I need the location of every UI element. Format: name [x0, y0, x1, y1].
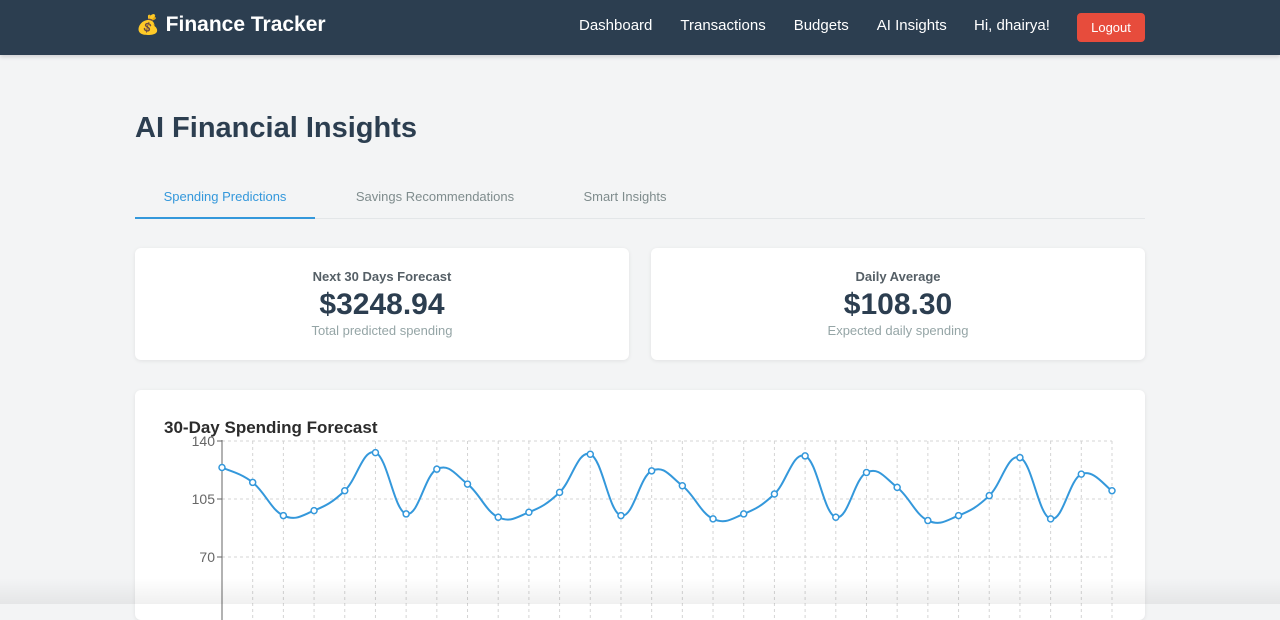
forecast-card: Next 30 Days Forecast $3248.94 Total pre…: [135, 248, 629, 360]
tab-smart-insights[interactable]: Smart Insights: [583, 189, 667, 204]
forecast-data-point: [494, 513, 502, 521]
logout-button[interactable]: Logout: [1077, 13, 1145, 42]
forecast-subtitle: Total predicted spending: [311, 323, 453, 338]
nav-dashboard[interactable]: Dashboard: [579, 17, 653, 34]
forecast-data-point: [985, 491, 993, 500]
money-bag-icon: 💰: [136, 15, 160, 36]
forecast-data-point: [555, 488, 564, 497]
forecast-data-point: [525, 508, 533, 517]
nav-ai-insights[interactable]: AI Insights: [876, 17, 947, 34]
page-title: AI Financial Insights: [135, 112, 417, 144]
forecast-data-point: [341, 486, 349, 495]
navbar: 💰 Finance Tracker Dashboard Transactions…: [0, 0, 1280, 55]
forecast-data-point: [279, 511, 288, 520]
forecast-data-point: [371, 448, 380, 457]
forecast-line-chart: 140 105 70: [192, 433, 1116, 620]
forecast-data-point: [218, 463, 226, 472]
forecast-value: $3248.94: [319, 288, 445, 321]
chart-title: 30-Day Spending Forecast: [164, 418, 378, 437]
forecast-data-point: [832, 513, 840, 521]
y-tick-label: 105: [192, 491, 216, 507]
nav-budgets[interactable]: Budgets: [793, 17, 849, 34]
forecast-data-point: [801, 452, 809, 460]
brand-title: Finance Tracker: [165, 13, 326, 36]
forecast-chart-card: 30-Day Spending Forecast 140 105 70: [135, 390, 1145, 620]
forecast-data-point: [739, 510, 748, 518]
forecast-data-point: [433, 465, 441, 473]
forecast-series-line: [221, 451, 1113, 524]
forecast-data-point: [1108, 486, 1116, 495]
forecast-data-point: [248, 478, 257, 487]
forecast-data-point: [647, 467, 656, 475]
y-tick-label: 140: [192, 433, 216, 449]
forecast-data-point: [463, 480, 472, 488]
forecast-data-point: [1077, 470, 1086, 478]
forecast-data-point: [310, 506, 318, 515]
daily-average-label: Daily Average: [855, 269, 941, 284]
nav-transactions[interactable]: Transactions: [680, 17, 766, 34]
forecast-data-point: [1016, 453, 1024, 462]
forecast-data-point: [954, 511, 963, 520]
forecast-data-point: [678, 481, 687, 490]
daily-average-value: $108.30: [843, 288, 953, 321]
insights-tabs: Spending Predictions Savings Recommendat…: [135, 180, 1145, 219]
forecast-data-point: [924, 516, 932, 525]
forecast-data-point: [402, 510, 410, 518]
forecast-label: Next 30 Days Forecast: [312, 269, 452, 284]
nav-links: Dashboard Transactions Budgets AI Insigh…: [579, 17, 947, 34]
user-greeting: Hi, dhairya!: [974, 17, 1050, 34]
forecast-data-point: [1046, 515, 1055, 523]
forecast-data-point: [709, 515, 717, 523]
forecast-data-point: [893, 483, 901, 492]
forecast-data-point: [770, 490, 779, 498]
forecast-data-point: [862, 468, 871, 477]
tab-spending-predictions[interactable]: Spending Predictions: [135, 180, 315, 219]
brand[interactable]: 💰 Finance Tracker: [136, 13, 326, 37]
daily-average-subtitle: Expected daily spending: [827, 323, 969, 338]
forecast-data-point: [617, 511, 625, 520]
y-tick-label: 70: [199, 549, 215, 565]
daily-average-card: Daily Average $108.30 Expected daily spe…: [651, 248, 1145, 360]
forecast-data-point: [586, 450, 595, 459]
tab-savings-recommendations[interactable]: Savings Recommendations: [355, 189, 515, 204]
